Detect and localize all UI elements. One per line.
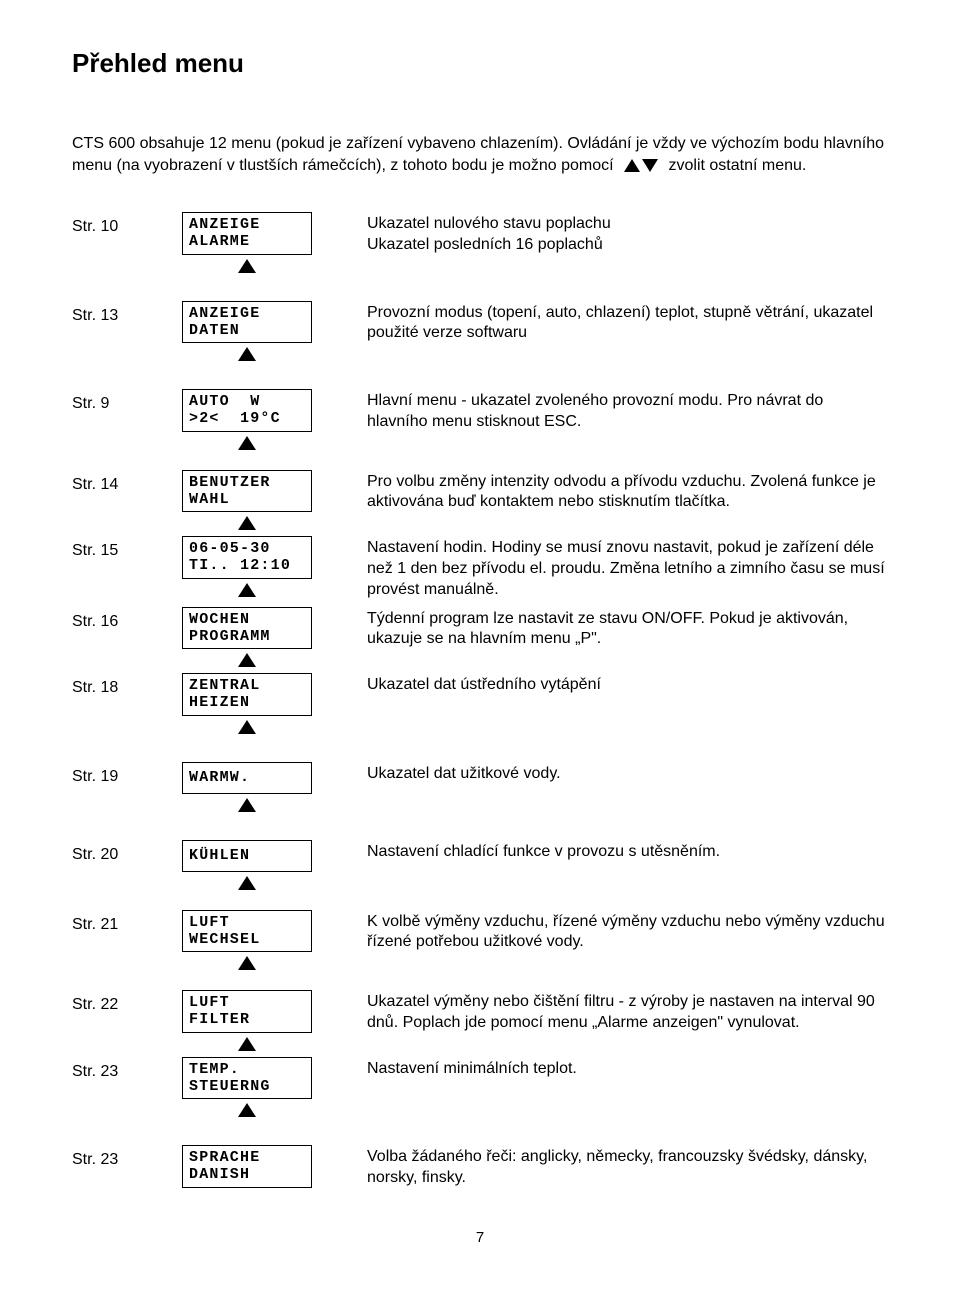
page-ref: Str. 23 bbox=[72, 1057, 177, 1081]
display-column: ZENTRAL HEIZEN bbox=[177, 673, 317, 734]
display-column: TEMP. STEUERNG bbox=[177, 1057, 317, 1118]
lcd-display: ANZEIGE ALARME bbox=[182, 212, 312, 255]
menu-row: Str. 13ANZEIGE DATENProvozní modus (tope… bbox=[72, 301, 888, 362]
page-ref: Str. 19 bbox=[72, 762, 177, 786]
menu-description: Ukazatel výměny nebo čištění filtru - z … bbox=[317, 990, 888, 1034]
display-column: WOCHEN PROGRAMM bbox=[177, 607, 317, 668]
page-ref: Str. 21 bbox=[72, 910, 177, 934]
menu-description: Provozní modus (topení, auto, chlazení) … bbox=[317, 301, 888, 345]
arrow-up-icon bbox=[238, 516, 256, 530]
intro-part2: zvolit ostatní menu. bbox=[669, 157, 807, 174]
arrow-up-icon bbox=[238, 1037, 256, 1051]
lcd-display: ANZEIGE DATEN bbox=[182, 301, 312, 344]
arrow-up-icon bbox=[238, 720, 256, 734]
display-column: KÜHLEN bbox=[177, 840, 317, 890]
page-ref: Str. 14 bbox=[72, 470, 177, 494]
intro-text: CTS 600 obsahuje 12 menu (pokud je zaříz… bbox=[72, 133, 888, 176]
triangle-down-icon bbox=[642, 159, 658, 172]
menu-row: Str. 19WARMW.Ukazatel dat užitkové vody. bbox=[72, 762, 888, 812]
page-ref: Str. 9 bbox=[72, 389, 177, 413]
lcd-display: KÜHLEN bbox=[182, 840, 312, 872]
menu-description: Ukazatel dat užitkové vody. bbox=[317, 762, 888, 785]
menu-row: Str. 23SPRACHE DANISHVolba žádaného řeči… bbox=[72, 1145, 888, 1189]
lcd-display: TEMP. STEUERNG bbox=[182, 1057, 312, 1100]
menu-description: Hlavní menu - ukazatel zvoleného provozn… bbox=[317, 389, 888, 433]
display-column: 06-05-30 TI.. 12:10 bbox=[177, 536, 317, 597]
lcd-display: LUFT WECHSEL bbox=[182, 910, 312, 953]
menu-description: Nastavení chladící funkce v provozu s ut… bbox=[317, 840, 888, 863]
menu-description: K volbě výměny vzduchu, řízené výměny vz… bbox=[317, 910, 888, 954]
page-number: 7 bbox=[72, 1229, 888, 1246]
triangle-up-icon bbox=[624, 159, 640, 172]
page-ref: Str. 15 bbox=[72, 536, 177, 560]
menu-description: Nastavení hodin. Hodiny se musí znovu na… bbox=[317, 536, 888, 600]
display-column: BENUTZER WAHL bbox=[177, 470, 317, 531]
lcd-display: LUFT FILTER bbox=[182, 990, 312, 1033]
menu-row: Str. 9AUTO W >2< 19°CHlavní menu - ukaza… bbox=[72, 389, 888, 450]
arrow-up-icon bbox=[238, 798, 256, 812]
menu-description: Týdenní program lze nastavit ze stavu ON… bbox=[317, 607, 888, 651]
menu-description: Ukazatel nulového stavu poplachu Ukazate… bbox=[317, 212, 888, 256]
page-ref: Str. 13 bbox=[72, 301, 177, 325]
page-title: Přehled menu bbox=[72, 48, 888, 79]
menu-row: Str. 18ZENTRAL HEIZENUkazatel dat ústřed… bbox=[72, 673, 888, 734]
page-ref: Str. 18 bbox=[72, 673, 177, 697]
lcd-display: WARMW. bbox=[182, 762, 312, 794]
menu-description: Pro volbu změny intenzity odvodu a přívo… bbox=[317, 470, 888, 514]
page-ref: Str. 23 bbox=[72, 1145, 177, 1169]
menu-row: Str. 21LUFT WECHSELK volbě výměny vzduch… bbox=[72, 910, 888, 971]
menu-row: Str. 1506-05-30 TI.. 12:10Nastavení hodi… bbox=[72, 536, 888, 600]
display-column: LUFT WECHSEL bbox=[177, 910, 317, 971]
display-column: ANZEIGE ALARME bbox=[177, 212, 317, 273]
lcd-display: ZENTRAL HEIZEN bbox=[182, 673, 312, 716]
display-column: AUTO W >2< 19°C bbox=[177, 389, 317, 450]
arrow-up-icon bbox=[238, 583, 256, 597]
display-column: SPRACHE DANISH bbox=[177, 1145, 317, 1188]
menu-description: Nastavení minimálních teplot. bbox=[317, 1057, 888, 1080]
arrow-up-icon bbox=[238, 1103, 256, 1117]
menu-row: Str. 22LUFT FILTERUkazatel výměny nebo č… bbox=[72, 990, 888, 1051]
lcd-display: 06-05-30 TI.. 12:10 bbox=[182, 536, 312, 579]
lcd-display: SPRACHE DANISH bbox=[182, 1145, 312, 1188]
menu-rows: Str. 10ANZEIGE ALARMEUkazatel nulového s… bbox=[72, 212, 888, 1194]
menu-description: Volba žádaného řeči: anglicky, německy, … bbox=[317, 1145, 888, 1189]
arrow-up-icon bbox=[238, 436, 256, 450]
lcd-display: BENUTZER WAHL bbox=[182, 470, 312, 513]
display-column: ANZEIGE DATEN bbox=[177, 301, 317, 362]
arrow-up-icon bbox=[238, 876, 256, 890]
arrow-up-icon bbox=[238, 259, 256, 273]
page-ref: Str. 10 bbox=[72, 212, 177, 236]
menu-row: Str. 16WOCHEN PROGRAMMTýdenní program lz… bbox=[72, 607, 888, 668]
lcd-display: AUTO W >2< 19°C bbox=[182, 389, 312, 432]
menu-row: Str. 20KÜHLENNastavení chladící funkce v… bbox=[72, 840, 888, 890]
page: Přehled menu CTS 600 obsahuje 12 menu (p… bbox=[0, 0, 960, 1312]
arrow-up-icon bbox=[238, 653, 256, 667]
page-ref: Str. 16 bbox=[72, 607, 177, 631]
menu-row: Str. 23TEMP. STEUERNGNastavení minimální… bbox=[72, 1057, 888, 1118]
menu-description: Ukazatel dat ústředního vytápění bbox=[317, 673, 888, 696]
lcd-display: WOCHEN PROGRAMM bbox=[182, 607, 312, 650]
display-column: WARMW. bbox=[177, 762, 317, 812]
display-column: LUFT FILTER bbox=[177, 990, 317, 1051]
arrow-up-icon bbox=[238, 956, 256, 970]
menu-row: Str. 10ANZEIGE ALARMEUkazatel nulového s… bbox=[72, 212, 888, 273]
arrow-up-icon bbox=[238, 347, 256, 361]
menu-row: Str. 14BENUTZER WAHLPro volbu změny inte… bbox=[72, 470, 888, 531]
page-ref: Str. 20 bbox=[72, 840, 177, 864]
page-ref: Str. 22 bbox=[72, 990, 177, 1014]
